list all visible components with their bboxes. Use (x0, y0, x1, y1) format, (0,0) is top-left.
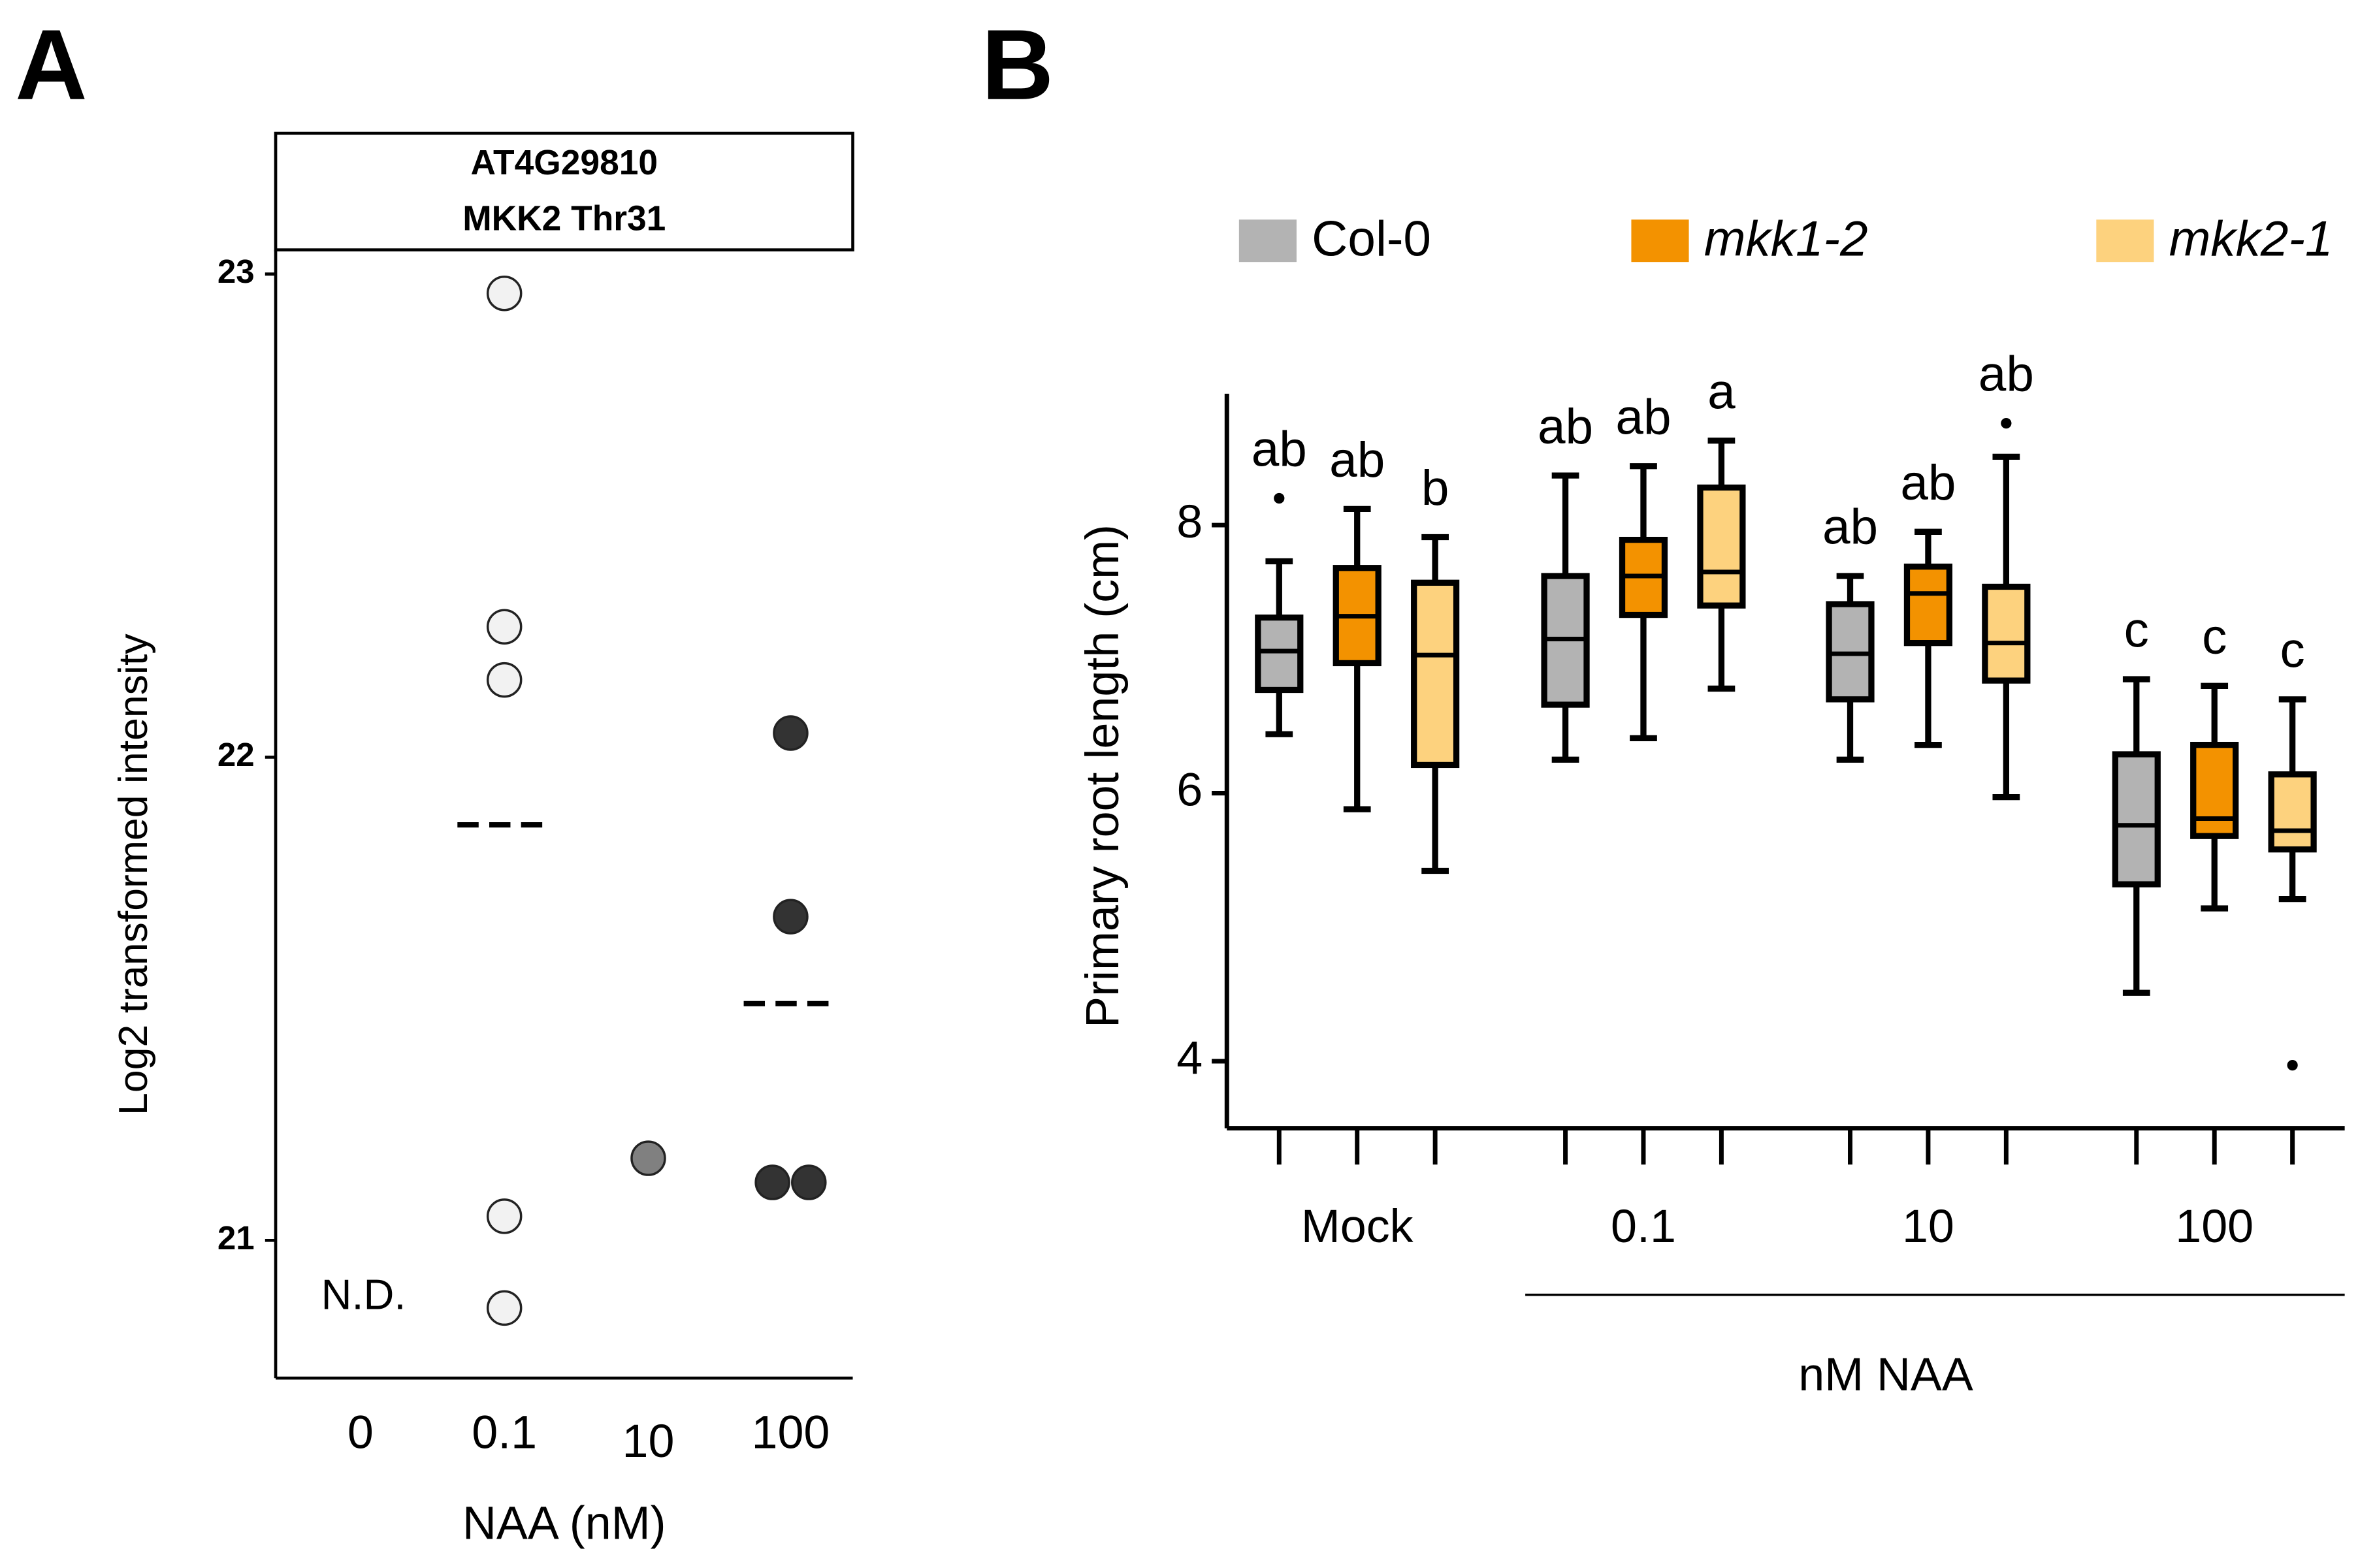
outlier (2287, 1060, 2298, 1071)
panel-label: A (15, 9, 88, 121)
x-tick-label: 100 (751, 1406, 830, 1458)
x-tick-label: 10 (1902, 1200, 1954, 1253)
box (1255, 615, 1304, 694)
panel-label: B (982, 9, 1054, 121)
y-tick-label: 22 (218, 736, 255, 773)
group-letter: ab (1822, 500, 1878, 555)
point (486, 1290, 523, 1326)
box (2112, 751, 2161, 888)
outlier (1274, 492, 1285, 504)
y-tick-label: 23 (218, 253, 255, 290)
group-letter: c (2202, 609, 2227, 665)
point (791, 1164, 827, 1200)
y-tick-label: 8 (1176, 496, 1203, 548)
legend-label: mkk2-1 (2169, 211, 2333, 266)
box (1411, 579, 1460, 769)
y-tick-label: 6 (1176, 763, 1203, 816)
point (486, 609, 523, 645)
group-letter: b (1421, 460, 1449, 516)
group-letter: ab (1329, 432, 1385, 488)
legend-label: mkk1-2 (1704, 211, 1868, 266)
group-letter: c (2280, 623, 2304, 679)
box (2268, 771, 2317, 853)
box (2190, 741, 2239, 839)
x-tick-label: 0.1 (1611, 1200, 1676, 1253)
legend-label: Col-0 (1312, 211, 1431, 266)
legend-swatch (1631, 219, 1689, 263)
box (1982, 583, 2031, 684)
legend-swatch (2096, 219, 2154, 263)
y-tick-label: 21 (218, 1219, 255, 1256)
x-tick-label: 100 (2175, 1200, 2254, 1253)
x-tick-label: 0 (347, 1406, 374, 1458)
strip-text: MKK2 Thr31 (462, 200, 666, 238)
group-letter: ab (1900, 455, 1956, 511)
x-axis-label: nM NAA (1798, 1349, 1973, 1401)
group-letter: ab (1979, 347, 2034, 402)
point (773, 715, 809, 751)
strip (274, 131, 854, 251)
x-axis-label: NAA (nM) (462, 1497, 666, 1549)
point (630, 1140, 666, 1176)
point (486, 1198, 523, 1234)
group-letter: a (1707, 364, 1736, 419)
box (1903, 564, 1953, 647)
point (486, 275, 523, 312)
group-letter: ab (1615, 389, 1671, 445)
x-tick-label: 10 (622, 1415, 675, 1467)
y-tick-label: 4 (1176, 1032, 1203, 1084)
point (486, 662, 523, 698)
box (1697, 484, 1746, 609)
group-letter: ab (1252, 422, 1307, 477)
outlier (2001, 417, 2012, 429)
group-letter: c (2124, 603, 2149, 658)
annotation: N.D. (321, 1270, 406, 1318)
x-tick-label: Mock (1301, 1200, 1414, 1253)
point (754, 1164, 790, 1200)
group-letter: ab (1538, 399, 1593, 455)
point (773, 899, 809, 935)
strip-text: AT4G29810 (471, 144, 658, 182)
y-axis-label: Primary root length (cm) (1076, 524, 1129, 1028)
y-axis-label: Log2 transformed intensity (110, 633, 156, 1115)
legend-swatch (1238, 219, 1297, 263)
x-tick-label: 0.1 (472, 1406, 537, 1458)
